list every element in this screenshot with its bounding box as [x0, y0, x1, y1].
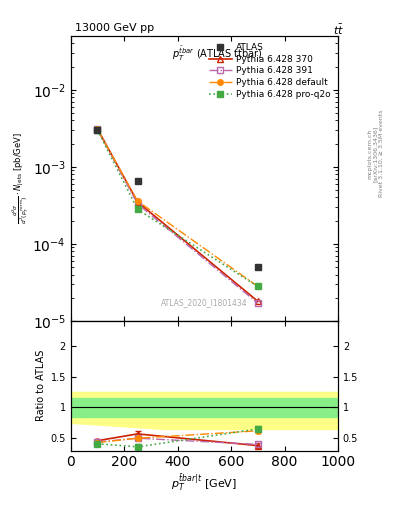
Pythia 6.428 391 [255, 300, 260, 306]
Pythia 6.428 370 [255, 298, 260, 304]
Line: Pythia 6.428 391: Pythia 6.428 391 [94, 126, 261, 307]
Text: mcplots.cern.ch: mcplots.cern.ch [367, 129, 372, 179]
Pythia 6.428 default [135, 198, 140, 204]
Text: [arXiv:1306.3436]: [arXiv:1306.3436] [373, 125, 378, 182]
Y-axis label: Ratio to ATLAS: Ratio to ATLAS [36, 350, 46, 421]
Text: $t\bar{t}$: $t\bar{t}$ [333, 23, 344, 37]
Line: ATLAS: ATLAS [94, 126, 261, 270]
Pythia 6.428 pro-q2o [135, 206, 140, 212]
ATLAS [255, 264, 260, 270]
Line: Pythia 6.428 370: Pythia 6.428 370 [94, 125, 261, 305]
Pythia 6.428 391 [135, 201, 140, 207]
Line: Pythia 6.428 pro-q2o: Pythia 6.428 pro-q2o [95, 127, 261, 289]
Legend: ATLAS, Pythia 6.428 370, Pythia 6.428 391, Pythia 6.428 default, Pythia 6.428 pr: ATLAS, Pythia 6.428 370, Pythia 6.428 39… [206, 40, 334, 101]
Pythia 6.428 370 [135, 199, 140, 205]
Pythia 6.428 default [255, 284, 260, 290]
Text: 13000 GeV pp: 13000 GeV pp [75, 23, 154, 33]
Y-axis label: $\frac{d^2\sigma}{d^2(p_T^{\rm norm})} \cdot N_{\rm jets}$ [pb/GeV]: $\frac{d^2\sigma}{d^2(p_T^{\rm norm})} \… [11, 133, 31, 224]
Text: $p_T^{\bar{t}bar}$ (ATLAS ttbar): $p_T^{\bar{t}bar}$ (ATLAS ttbar) [173, 45, 263, 62]
Pythia 6.428 pro-q2o [95, 127, 100, 133]
Pythia 6.428 default [95, 126, 100, 133]
Text: ATLAS_2020_I1801434: ATLAS_2020_I1801434 [161, 297, 248, 307]
Pythia 6.428 pro-q2o [255, 284, 260, 290]
Text: Rivet 3.1.10, ≥ 3.5M events: Rivet 3.1.10, ≥ 3.5M events [379, 110, 384, 197]
X-axis label: $p^{\bar{t}bar|t}_T$ [GeV]: $p^{\bar{t}bar|t}_T$ [GeV] [171, 472, 237, 493]
ATLAS [135, 178, 140, 184]
Line: Pythia 6.428 default: Pythia 6.428 default [95, 126, 261, 289]
Pythia 6.428 391 [95, 126, 100, 133]
ATLAS [95, 127, 100, 133]
Pythia 6.428 370 [95, 126, 100, 132]
